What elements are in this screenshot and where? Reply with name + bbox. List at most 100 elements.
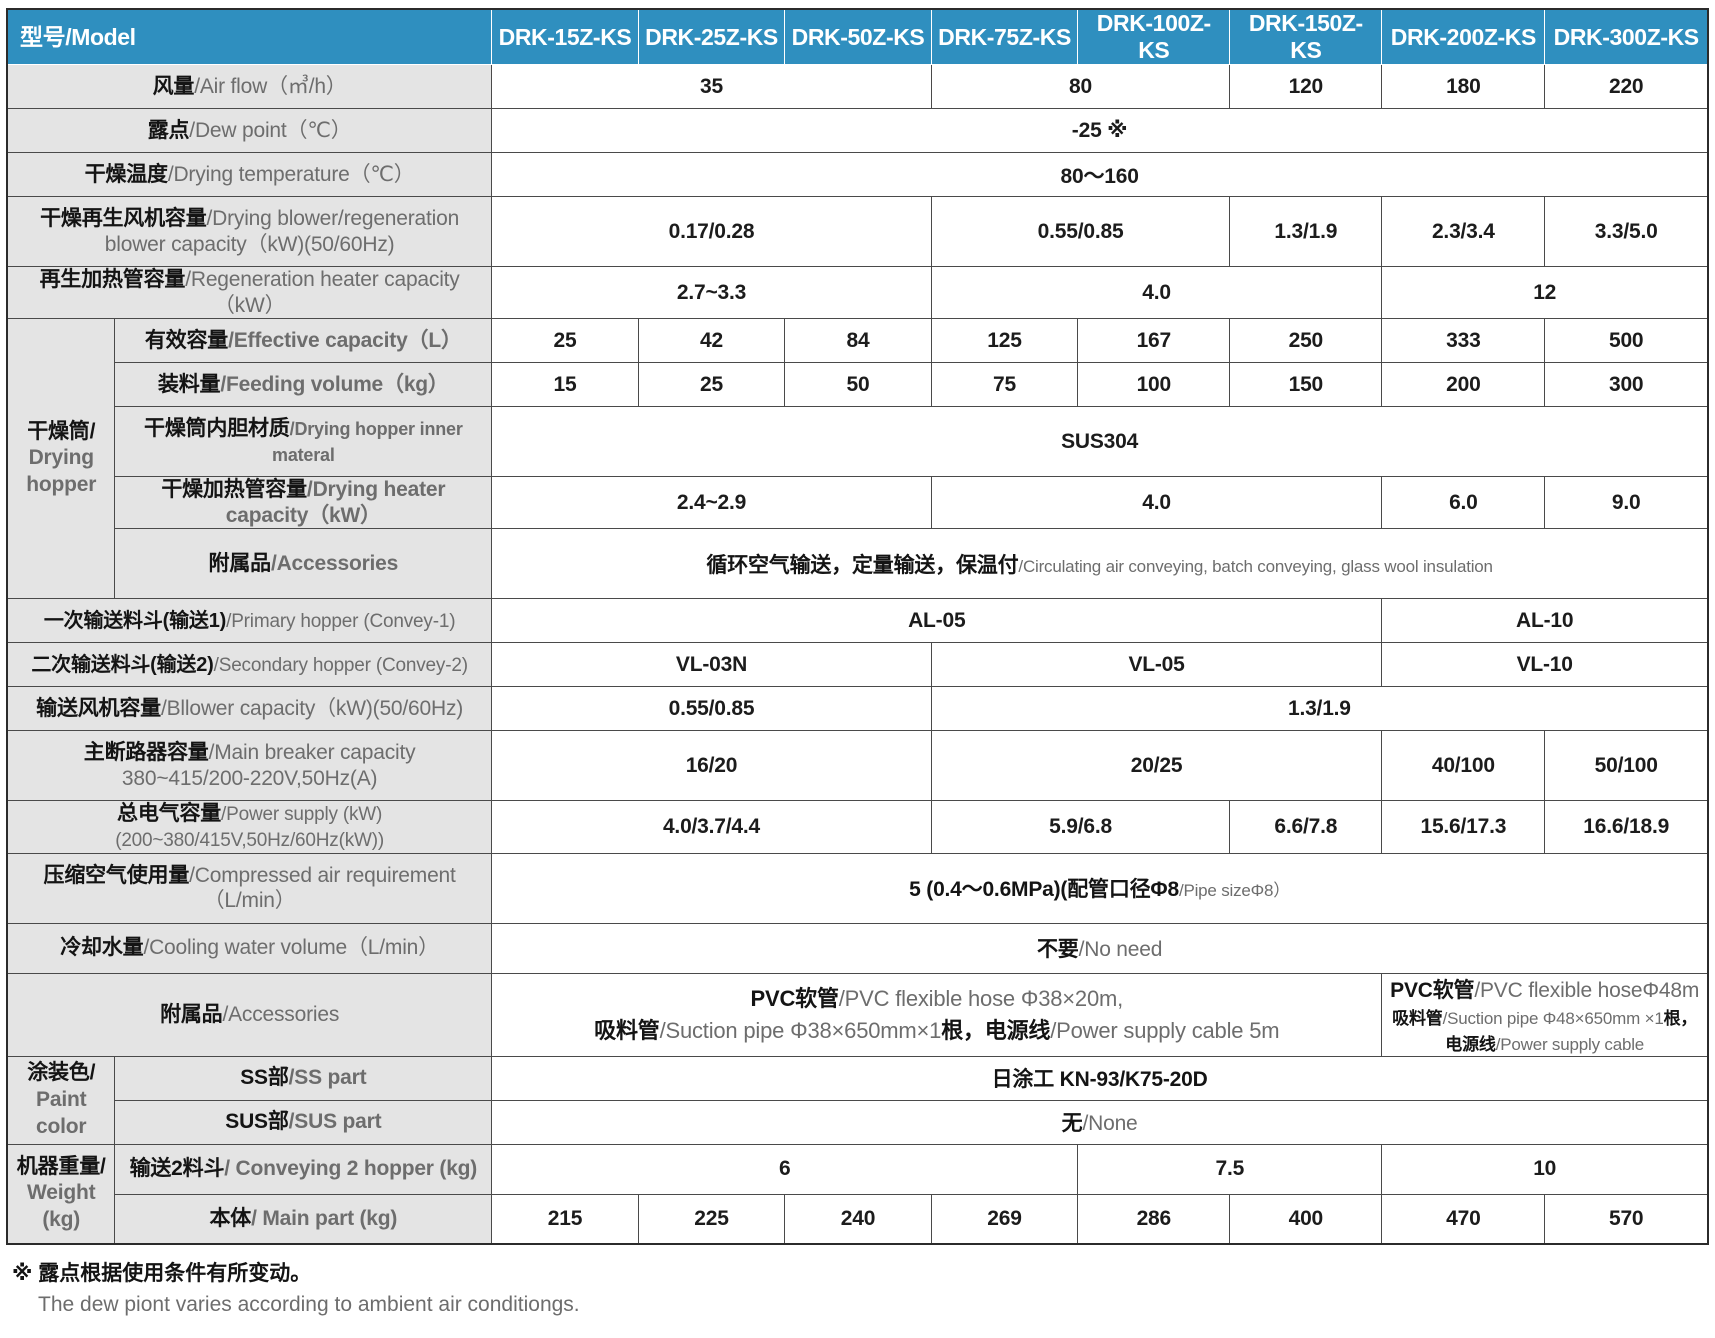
value-regeneration-heater-2: 12 bbox=[1381, 265, 1710, 320]
value-effective-capacity-0: 25 bbox=[491, 318, 639, 364]
label-accessories: 附属品/Accessories bbox=[6, 972, 493, 1057]
label-regeneration-heater-cn: 再生加热管容量 bbox=[39, 268, 186, 291]
label-blower-capacity-en: Bllower capacity（kW)(50/60Hz) bbox=[166, 697, 464, 721]
row-secondary-hopper: 二次输送料斗(输送2)/Secondary hopper (Convey-2) … bbox=[6, 642, 1710, 688]
label-effective-capacity: 有效容量/Effective capacity（L） bbox=[114, 318, 493, 364]
row-main-part-weight: 本体/ Main part (kg) 215 225 240 269 286 4… bbox=[7, 1193, 1710, 1245]
row-effective-capacity: 干燥筒/ Drying hopper 有效容量/Effective capaci… bbox=[6, 318, 1710, 600]
value-accessories-right-l2-cn: 吸料管 bbox=[1392, 1008, 1443, 1028]
label-primary-hopper-en: Primary hopper (Convey-1) bbox=[231, 611, 456, 633]
row-dew-point: 露点/Dew point（℃） -25 ※ bbox=[6, 108, 1710, 153]
value-accessories-right-l1-en: /PVC flexible hoseΦ48m bbox=[1474, 978, 1700, 1002]
value-accessories-left-l2-en: /Suction pipe Φ38×650mm×1 bbox=[659, 1017, 942, 1043]
label-drying-temperature: 干燥温度/Drying temperature（℃） bbox=[6, 152, 493, 197]
value-power-supply-4: 16.6/18.9 bbox=[1544, 800, 1710, 854]
label-effective-capacity-en: Effective capacity（L） bbox=[233, 328, 462, 352]
footnote-en: The dew piont varies according to ambien… bbox=[38, 1292, 580, 1316]
value-cooling-water-cn: 不要 bbox=[1036, 938, 1079, 962]
value-sus-part-en: /None bbox=[1082, 1112, 1138, 1136]
label-ss-part: SS部/SS part bbox=[114, 1055, 493, 1101]
value-feeding-volume-3: 75 bbox=[930, 362, 1079, 408]
value-accessories-left-l2-cn: 吸料管 bbox=[594, 1017, 660, 1043]
value-compressed-air: 5 (0.4～0.6MPa)(配管口径Φ8/Pipe sizeΦ8） bbox=[491, 852, 1710, 924]
value-drying-heater-2: 6.0 bbox=[1381, 476, 1546, 530]
value-power-supply-2: 6.6/7.8 bbox=[1229, 800, 1383, 854]
label-drying-heater-en: Drying heater capacity（kW） bbox=[225, 478, 446, 527]
row-drying-temperature: 干燥温度/Drying temperature（℃） 80～160 bbox=[6, 152, 1710, 197]
label-drying-heater-cn: 干燥加热管容量 bbox=[161, 478, 307, 502]
label-ss-part-en: SS part bbox=[294, 1066, 367, 1090]
row-blower-capacity: 输送风机容量/Bllower capacity（kW)(50/60Hz) 0.5… bbox=[6, 686, 1709, 732]
value-drying-temperature: 80～160 bbox=[491, 152, 1710, 197]
label-main-breaker-en: Main breaker capacity bbox=[214, 741, 416, 765]
row-power-supply: 总电气容量/Power supply (kW) (200~380/415V,50… bbox=[6, 800, 1710, 854]
header-model-label: 型号/Model bbox=[6, 8, 493, 65]
header-model-2: DRK-50Z-KS bbox=[784, 8, 932, 65]
value-secondary-hopper-1: VL-05 bbox=[930, 642, 1383, 688]
row-cooling-water: 冷却水量/Cooling water volume（L/min） 不要/No n… bbox=[6, 922, 1710, 974]
label-air-flow: 风量/Air flow（㎥/h） bbox=[6, 64, 493, 109]
header-model-4: DRK-100Z-KS bbox=[1077, 8, 1231, 65]
row-hopper-accessories: 附属品/Accessories 循环空气输送，定量输送，保温付/Circulat… bbox=[7, 528, 1710, 600]
header-model-3: DRK-75Z-KS bbox=[930, 8, 1079, 65]
label-secondary-hopper-en: Secondary hopper (Convey-2) bbox=[218, 655, 468, 677]
label-drying-blower-cn: 干燥再生风机容量 bbox=[40, 206, 207, 230]
label-feeding-volume-en: Feeding volume（kg） bbox=[225, 372, 449, 396]
value-accessories-right-l1-cn: PVC软管 bbox=[1390, 978, 1475, 1002]
group-label-weight-en: Weight (kg) bbox=[27, 1181, 96, 1232]
value-main-part-weight-0: 215 bbox=[491, 1193, 639, 1245]
label-hopper-accessories-cn: 附属品 bbox=[208, 552, 272, 576]
value-blower-capacity-0: 0.55/0.85 bbox=[491, 686, 932, 732]
label-air-flow-en: Air flow（㎥/h） bbox=[199, 74, 347, 98]
value-drying-heater-3: 9.0 bbox=[1544, 476, 1710, 530]
label-effective-capacity-cn: 有效容量 bbox=[144, 328, 229, 352]
label-main-part-weight-cn: 本体 bbox=[209, 1207, 252, 1231]
label-secondary-hopper-cn: 二次输送料斗(输送2) bbox=[31, 654, 214, 677]
value-power-supply-0: 4.0/3.7/4.4 bbox=[491, 800, 932, 854]
value-compressed-air-cn: 配管口径Φ8 bbox=[1067, 878, 1179, 902]
value-accessories-left-l2-cn2: 根，电源线 bbox=[941, 1017, 1051, 1043]
group-label-drying-hopper-en: Drying hopper bbox=[26, 446, 97, 497]
label-hopper-accessories-en: Accessories bbox=[276, 552, 399, 576]
group-label-paint-color: 涂装色/ Paint color bbox=[6, 1055, 116, 1145]
group-label-weight-cn: 机器重量/ bbox=[16, 1154, 106, 1178]
value-drying-blower-2: 1.3/1.9 bbox=[1229, 196, 1383, 267]
label-main-breaker-cn: 主断路器容量 bbox=[83, 741, 209, 765]
value-conveying-hopper-weight-0: 6 bbox=[491, 1143, 1079, 1195]
label-hopper-inner-material-cn: 干燥筒内胆材质 bbox=[144, 417, 290, 441]
value-feeding-volume-4: 100 bbox=[1077, 362, 1231, 408]
value-regeneration-heater-1: 4.0 bbox=[930, 265, 1383, 320]
label-conveying-hopper-weight-cn: 输送2料斗 bbox=[129, 1157, 225, 1181]
value-hopper-inner-material: SUS304 bbox=[491, 406, 1710, 478]
header-model-6: DRK-200Z-KS bbox=[1381, 8, 1546, 65]
label-sus-part-en: SUS part bbox=[294, 1110, 382, 1134]
label-regeneration-heater-en: Regeneration heater capacity（kW） bbox=[190, 268, 460, 317]
value-effective-capacity-1: 42 bbox=[637, 318, 786, 364]
header-model-label-cn: 型号 bbox=[20, 23, 66, 50]
value-drying-heater-0: 2.4~2.9 bbox=[491, 476, 932, 530]
value-main-part-weight-3: 269 bbox=[930, 1193, 1079, 1245]
value-feeding-volume-1: 25 bbox=[637, 362, 786, 408]
value-hopper-accessories-cn: 循环空气输送，定量输送，保温付 bbox=[706, 553, 1019, 577]
value-feeding-volume-2: 50 bbox=[784, 362, 932, 408]
value-drying-blower-1: 0.55/0.85 bbox=[930, 196, 1231, 267]
row-main-breaker: 主断路器容量/Main breaker capacity 380~415/200… bbox=[6, 730, 1710, 802]
table-header-row: 型号/Model DRK-15Z-KS DRK-25Z-KS DRK-50Z-K… bbox=[6, 8, 1710, 65]
row-conveying-hopper-weight: 机器重量/ Weight (kg) 输送2料斗/ Conveying 2 hop… bbox=[6, 1143, 1710, 1245]
label-blower-capacity-cn: 输送风机容量 bbox=[36, 697, 161, 721]
label-feeding-volume-cn: 装料量 bbox=[157, 372, 221, 396]
label-main-part-weight: 本体/ Main part (kg) bbox=[114, 1193, 493, 1245]
value-main-part-weight-7: 570 bbox=[1544, 1193, 1710, 1245]
value-blower-capacity-1: 1.3/1.9 bbox=[930, 686, 1709, 732]
label-drying-blower-en: Drying blower/regeneration blower capaci… bbox=[104, 206, 460, 256]
label-secondary-hopper: 二次输送料斗(输送2)/Secondary hopper (Convey-2) bbox=[6, 642, 493, 688]
label-primary-hopper-cn: 一次输送料斗(输送1) bbox=[43, 610, 227, 633]
label-compressed-air: 压缩空气使用量/Compressed air requirement（L/min… bbox=[6, 852, 493, 924]
label-regeneration-heater: 再生加热管容量/Regeneration heater capacity（kW） bbox=[6, 265, 493, 320]
header-model-5: DRK-150Z-KS bbox=[1229, 8, 1383, 65]
row-sus-part: SUS部/SUS part 无/None bbox=[7, 1099, 1710, 1145]
label-drying-temperature-en: Drying temperature（℃） bbox=[173, 162, 415, 186]
value-effective-capacity-7: 500 bbox=[1544, 318, 1710, 364]
header-model-7: DRK-300Z-KS bbox=[1544, 8, 1710, 65]
